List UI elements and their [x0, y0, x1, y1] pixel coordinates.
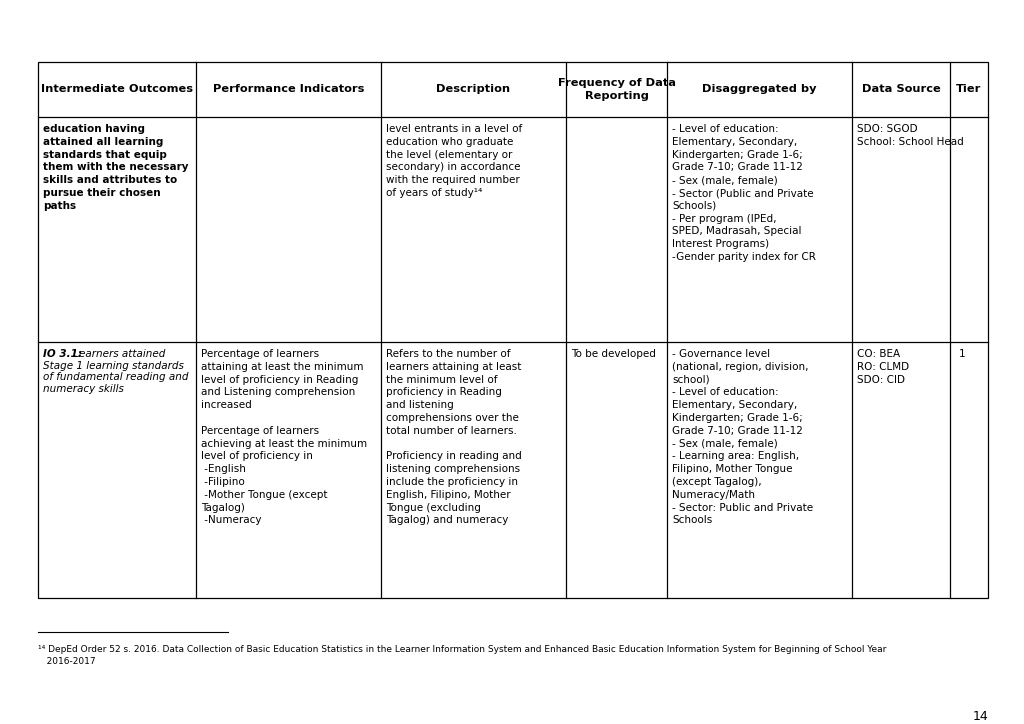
- Text: - Level of education:
Elementary, Secondary,
Kindergarten; Grade 1-6;
Grade 7-10: - Level of education: Elementary, Second…: [672, 124, 816, 262]
- Text: To be developed: To be developed: [571, 349, 656, 359]
- Text: Disaggregated by: Disaggregated by: [702, 85, 817, 95]
- Text: ¹⁴ DepEd Order 52 s. 2016. Data Collection of Basic Education Statistics in the : ¹⁴ DepEd Order 52 s. 2016. Data Collecti…: [38, 645, 887, 666]
- Text: Stage 1 learning standards: Stage 1 learning standards: [43, 361, 184, 371]
- Text: Refers to the number of
learners attaining at least
the minimum level of
profici: Refers to the number of learners attaini…: [386, 349, 522, 526]
- Text: Learners attained: Learners attained: [71, 349, 166, 359]
- Text: SDO: SGOD
School: School Head: SDO: SGOD School: School Head: [857, 124, 964, 147]
- Text: 1: 1: [959, 349, 966, 359]
- Text: Data Source: Data Source: [861, 85, 940, 95]
- Text: - Governance level
(national, region, division,
school)
- Level of education:
El: - Governance level (national, region, di…: [672, 349, 813, 526]
- Text: numeracy skills: numeracy skills: [43, 384, 124, 394]
- Text: education having
attained all learning
standards that equip
them with the necess: education having attained all learning s…: [43, 124, 188, 211]
- Text: Tier: Tier: [956, 85, 982, 95]
- Text: 14: 14: [972, 710, 988, 723]
- Bar: [38, 62, 988, 598]
- Text: Percentage of learners
attaining at least the minimum
level of proficiency in Re: Percentage of learners attaining at leas…: [201, 349, 368, 526]
- Text: Description: Description: [436, 85, 511, 95]
- Text: IO 3.1:: IO 3.1:: [43, 349, 82, 359]
- Text: Intermediate Outcomes: Intermediate Outcomes: [41, 85, 193, 95]
- Text: CO: BEA
RO: CLMD
SDO: CID: CO: BEA RO: CLMD SDO: CID: [857, 349, 909, 384]
- Text: level entrants in a level of
education who graduate
the level (elementary or
sec: level entrants in a level of education w…: [386, 124, 522, 198]
- Text: of fundamental reading and: of fundamental reading and: [43, 372, 188, 382]
- Text: Frequency of Data
Reporting: Frequency of Data Reporting: [557, 78, 676, 101]
- Text: Performance Indicators: Performance Indicators: [213, 85, 365, 95]
